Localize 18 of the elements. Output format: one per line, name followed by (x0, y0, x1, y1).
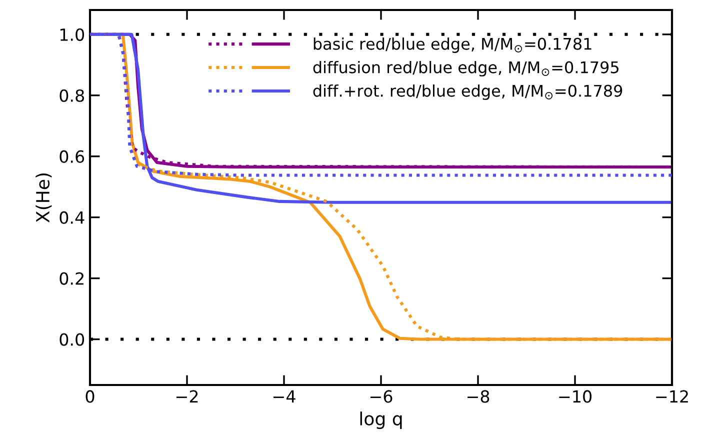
x-tick-label: −12 (656, 390, 688, 403)
x-axis-title: log q (360, 412, 402, 430)
x-tick-label: −4 (273, 390, 296, 403)
x-tick-label: −6 (370, 390, 392, 403)
y-tick-label: 1.0 (60, 28, 84, 41)
x-tick-label: −8 (467, 390, 490, 403)
y-tick-label: 0.2 (60, 272, 84, 285)
y-tick-label: 0.8 (60, 89, 84, 102)
legend-label: basic red/blue edge, M/M$_{⊙}$=0.1781 (314, 38, 592, 53)
x-tick-label: −2 (176, 390, 198, 403)
x-tick-label: 0 (86, 390, 94, 403)
x-tick-label: −10 (559, 390, 592, 403)
legend-label: diff.+rot. red/blue edge, M/M$_{⊙}$=0.1789 (313, 84, 622, 100)
y-tick-label: 0.6 (60, 150, 84, 163)
y-tick-label: 0.4 (60, 211, 84, 224)
y-axis-title: X(He) (36, 173, 52, 223)
y-tick-label: 0.0 (60, 333, 84, 346)
legend-label: diffusion red/blue edge, M/M$_{⊙}$=0.1795 (313, 60, 618, 76)
